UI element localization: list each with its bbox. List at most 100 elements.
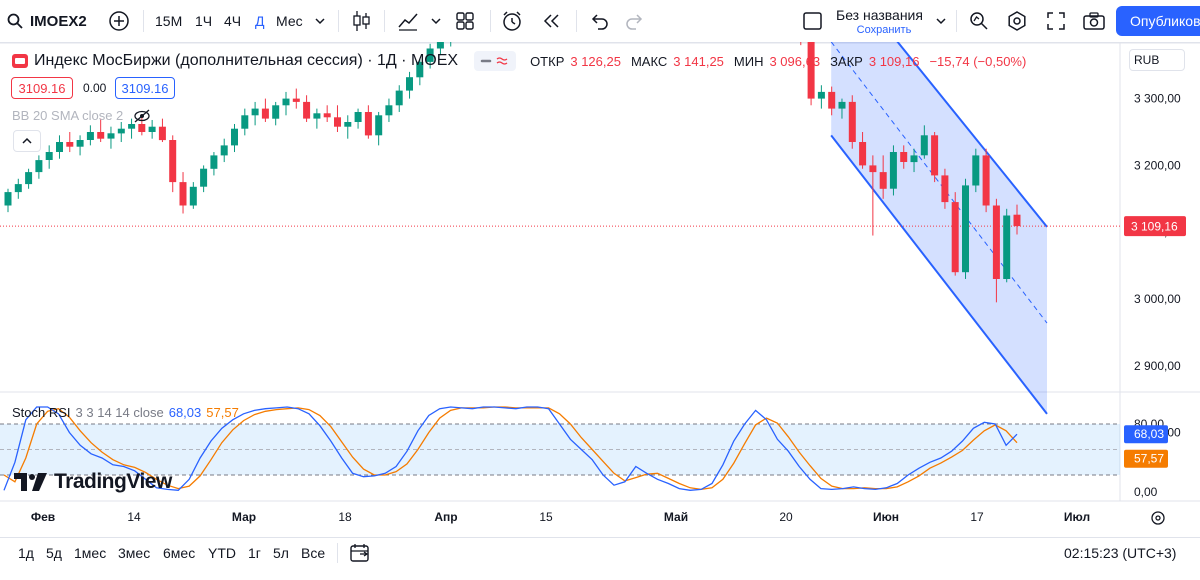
interval-15m[interactable]: 15М bbox=[155, 13, 183, 29]
time-axis-label: Июл bbox=[1064, 510, 1090, 524]
indicators-dropdown[interactable] bbox=[430, 0, 442, 42]
last-price-tag bbox=[1124, 216, 1186, 237]
settings-button[interactable] bbox=[1006, 0, 1028, 42]
templates-button[interactable] bbox=[454, 0, 476, 42]
toolbar-divider bbox=[384, 10, 385, 32]
candle-body bbox=[838, 101, 846, 109]
interval-4h[interactable]: 4Ч bbox=[224, 13, 242, 29]
candle-body bbox=[231, 128, 238, 146]
candle-body bbox=[86, 132, 94, 140]
interval-day[interactable]: Д bbox=[255, 13, 265, 29]
close-value: 3 109,16 bbox=[868, 53, 920, 69]
candle-body bbox=[117, 128, 125, 134]
timezone-clock[interactable]: 02:15:23 (UTC+3) bbox=[1064, 545, 1177, 561]
candle-body bbox=[138, 124, 146, 132]
range-5y[interactable]: 5л bbox=[273, 545, 289, 561]
goto-date-button[interactable] bbox=[349, 538, 371, 568]
buy-price-box[interactable]: 3109.16 bbox=[115, 77, 175, 99]
candle-body bbox=[97, 132, 105, 139]
stoch-k-line bbox=[3, 406, 1018, 491]
toolbar-divider bbox=[956, 10, 957, 32]
candle-body bbox=[992, 205, 1000, 279]
indicators-button[interactable] bbox=[396, 0, 420, 42]
candle-body bbox=[241, 115, 249, 129]
candle-body bbox=[879, 172, 887, 189]
range-1d[interactable]: 1д bbox=[18, 545, 34, 561]
candle-body bbox=[436, 42, 444, 49]
bb-label: BB 20 SMA close 2 bbox=[12, 108, 124, 123]
range-all[interactable]: Все bbox=[301, 545, 326, 561]
currency-selector[interactable]: RUB bbox=[1129, 49, 1185, 71]
candles-icon bbox=[353, 11, 370, 31]
interval-dropdown[interactable] bbox=[314, 0, 326, 42]
time-axis-label: Мар bbox=[232, 510, 256, 524]
collapse-legend-button[interactable] bbox=[13, 130, 41, 152]
layout-status: Сохранить bbox=[856, 24, 912, 36]
layout-dropdown[interactable] bbox=[935, 0, 947, 42]
candle-body bbox=[962, 185, 969, 273]
range-6m[interactable]: 6мес bbox=[163, 545, 196, 561]
eye-crossed-icon[interactable] bbox=[133, 109, 151, 123]
stoch-d-tag-label: 57,57 bbox=[1134, 452, 1164, 466]
interval-1h[interactable]: 1Ч bbox=[195, 13, 213, 29]
symbol-title: Индекс МосБиржи (дополнительная сессия) … bbox=[34, 52, 459, 69]
chart-legend: Индекс МосБиржи (дополнительная сессия) … bbox=[12, 51, 1026, 71]
candle-body bbox=[920, 135, 928, 156]
candle-body bbox=[169, 140, 177, 183]
close-label: ЗАКР bbox=[830, 53, 863, 69]
low-value: 3 096,63 bbox=[769, 53, 821, 69]
spread-value: 0.00 bbox=[83, 81, 107, 95]
replay-button[interactable] bbox=[540, 0, 564, 42]
compare-add-button[interactable] bbox=[108, 0, 130, 42]
candle-body bbox=[395, 90, 403, 106]
chevron-down-icon bbox=[431, 18, 441, 25]
low-label: МИН bbox=[733, 53, 764, 69]
candle-body bbox=[951, 202, 959, 273]
candle-body bbox=[272, 105, 280, 119]
candle-body bbox=[1013, 214, 1021, 227]
layout-name-block[interactable]: Без названия Сохранить bbox=[836, 7, 932, 36]
bb-indicator-legend: BB 20 SMA close 2 bbox=[12, 108, 151, 123]
settings-icon bbox=[1008, 11, 1026, 31]
tradingview-logo-icon bbox=[14, 473, 47, 491]
range-ytd[interactable]: YTD bbox=[208, 545, 236, 561]
time-axis-label: Июн bbox=[873, 510, 899, 524]
layout-select-button[interactable] bbox=[802, 0, 824, 42]
sell-price-box[interactable]: 3109.16 bbox=[11, 77, 73, 99]
candle-body bbox=[982, 155, 990, 206]
candle-body bbox=[189, 186, 197, 206]
camera-icon bbox=[1083, 12, 1105, 30]
candle-body bbox=[282, 98, 290, 106]
candle-body bbox=[385, 105, 393, 116]
open-value: 3 126,25 bbox=[570, 53, 621, 69]
toolbar-divider bbox=[490, 10, 491, 32]
stoch-k-value: 68,03 bbox=[168, 405, 202, 420]
alert-button[interactable] bbox=[500, 0, 524, 42]
indicators-icon bbox=[398, 13, 418, 31]
stoch-k-tag bbox=[1124, 425, 1168, 444]
candle-body bbox=[200, 168, 208, 187]
moex-logo-icon bbox=[12, 54, 28, 68]
fullscreen-button[interactable] bbox=[1046, 0, 1066, 42]
chart-canvas[interactable]: 3 600,003 500,003 400,003 300,003 200,00… bbox=[0, 42, 1200, 537]
range-1m[interactable]: 1мес bbox=[74, 545, 107, 561]
open-label: ОТКР bbox=[530, 53, 565, 69]
top-toolbar: IMOEX2 15М 1Ч 4Ч Д Мес Без названия Сохр bbox=[0, 0, 1200, 43]
range-3m[interactable]: 3мес bbox=[118, 545, 151, 561]
snapshot-button[interactable] bbox=[1082, 0, 1106, 42]
candle-body bbox=[364, 112, 372, 136]
quick-search-button[interactable] bbox=[968, 0, 990, 42]
alert-icon bbox=[503, 11, 521, 31]
range-1y[interactable]: 1г bbox=[248, 545, 261, 561]
candle-body bbox=[972, 155, 980, 186]
legend-toggle[interactable] bbox=[474, 51, 517, 71]
visibility-toggle-icon bbox=[480, 57, 508, 65]
symbol-search-button[interactable]: IMOEX2 bbox=[6, 0, 87, 42]
chart-type-button[interactable] bbox=[350, 0, 372, 42]
interval-month[interactable]: Мес bbox=[276, 13, 303, 29]
candle-body bbox=[210, 155, 218, 169]
redo-button[interactable] bbox=[624, 0, 646, 42]
range-5d[interactable]: 5д bbox=[46, 545, 62, 561]
undo-button[interactable] bbox=[588, 0, 610, 42]
publish-button[interactable]: Опубликовать bbox=[1116, 6, 1200, 36]
